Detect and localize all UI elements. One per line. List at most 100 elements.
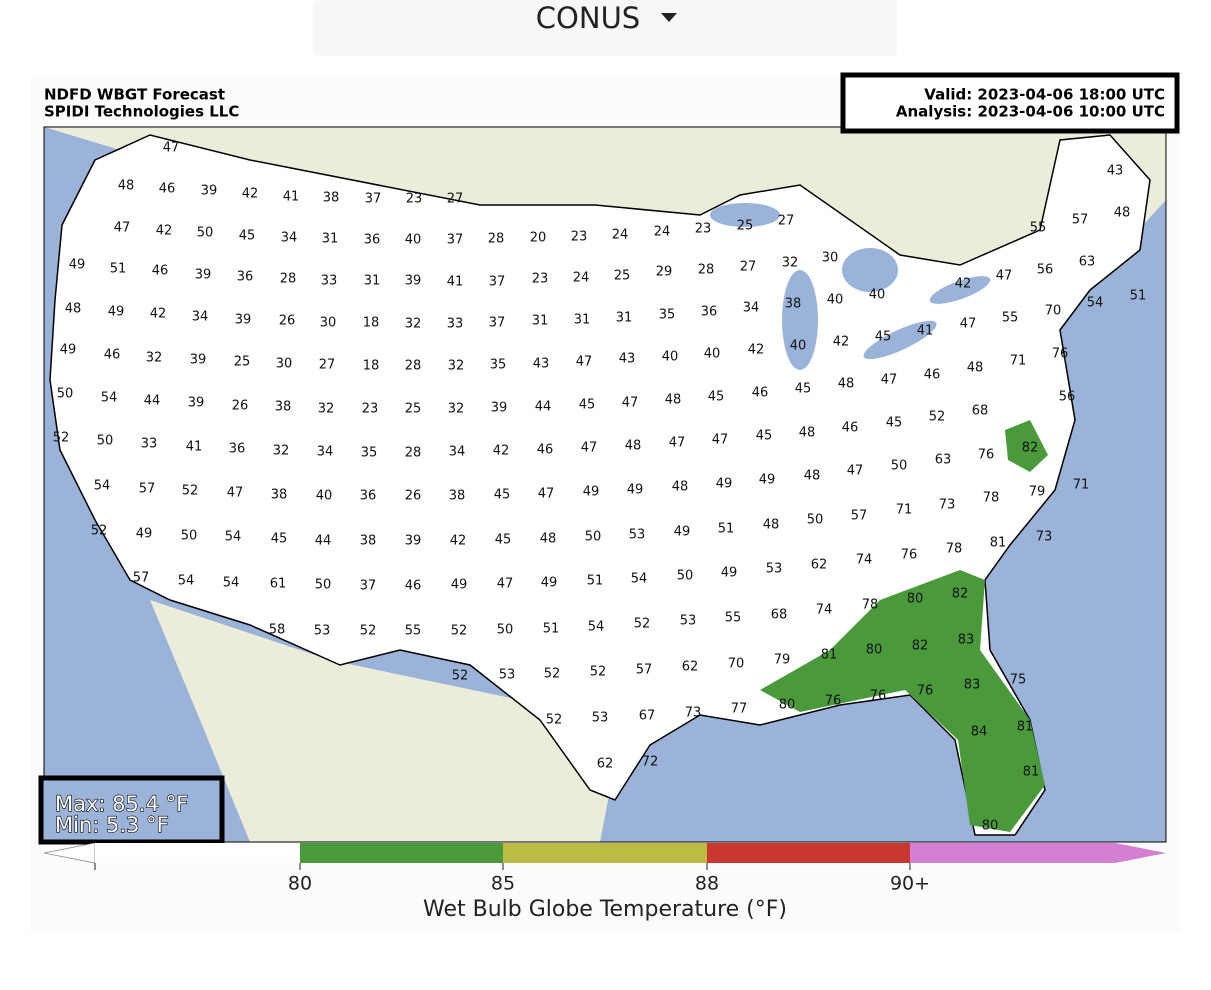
colorbar-label: Wet Bulb Globe Temperature (°F) bbox=[423, 897, 787, 922]
value-label: 25 bbox=[234, 355, 251, 370]
value-label: 49 bbox=[716, 477, 733, 492]
value-label: 76 bbox=[870, 689, 887, 704]
value-label: 35 bbox=[490, 358, 507, 373]
dropdown-label[interactable]: CONUS bbox=[536, 1, 640, 35]
value-label: 52 bbox=[544, 667, 561, 682]
value-label: 51 bbox=[1130, 289, 1147, 304]
value-label: 46 bbox=[924, 368, 941, 383]
value-label: 47 bbox=[227, 486, 244, 501]
value-label: 45 bbox=[239, 229, 256, 244]
value-label: 27 bbox=[740, 260, 757, 275]
value-label: 44 bbox=[535, 400, 552, 415]
value-label: 76 bbox=[901, 548, 918, 563]
value-label: 30 bbox=[276, 357, 293, 372]
value-label: 38 bbox=[275, 400, 292, 415]
value-label: 50 bbox=[585, 530, 602, 545]
value-label: 50 bbox=[97, 434, 114, 449]
value-label: 32 bbox=[273, 444, 290, 459]
value-label: 28 bbox=[405, 359, 422, 374]
value-label: 54 bbox=[178, 574, 195, 589]
value-label: 45 bbox=[886, 416, 903, 431]
value-label: 35 bbox=[659, 308, 676, 323]
value-label: 57 bbox=[133, 571, 150, 586]
value-label: 23 bbox=[532, 272, 549, 287]
colorbar-segment bbox=[503, 843, 707, 863]
value-label: 40 bbox=[827, 293, 844, 308]
value-label: 81 bbox=[1017, 720, 1034, 735]
dropdown[interactable] bbox=[313, 0, 897, 56]
value-label: 49 bbox=[721, 566, 738, 581]
value-label: 23 bbox=[362, 402, 379, 417]
value-label: 55 bbox=[405, 624, 422, 639]
value-label: 54 bbox=[101, 391, 118, 406]
value-label: 23 bbox=[695, 222, 712, 237]
value-label: 82 bbox=[1022, 441, 1039, 456]
value-label: 48 bbox=[118, 179, 135, 194]
value-label: 68 bbox=[972, 404, 989, 419]
value-label: 49 bbox=[69, 258, 86, 273]
value-label: 74 bbox=[816, 603, 833, 618]
value-label: 75 bbox=[1010, 673, 1027, 688]
value-label: 45 bbox=[495, 533, 512, 548]
value-label: 78 bbox=[862, 598, 879, 613]
value-label: 28 bbox=[280, 272, 297, 287]
value-label: 25 bbox=[737, 219, 754, 234]
colorbar-tick-label: 90+ bbox=[890, 873, 930, 895]
value-label: 40 bbox=[704, 347, 721, 362]
value-label: 31 bbox=[364, 274, 381, 289]
value-label: 42 bbox=[156, 224, 173, 239]
dropdown-caret[interactable] bbox=[661, 13, 677, 22]
value-label: 47 bbox=[712, 433, 729, 448]
value-label: 51 bbox=[718, 522, 735, 537]
value-label: 46 bbox=[842, 421, 859, 436]
value-label: 48 bbox=[838, 377, 855, 392]
value-label: 41 bbox=[283, 190, 300, 205]
value-label: 51 bbox=[587, 574, 604, 589]
value-label: 48 bbox=[1114, 206, 1131, 221]
value-label: 49 bbox=[60, 343, 77, 358]
value-label: 28 bbox=[405, 446, 422, 461]
value-label: 51 bbox=[110, 262, 127, 277]
value-label: 53 bbox=[592, 711, 609, 726]
value-label: 78 bbox=[946, 542, 963, 557]
value-label: 45 bbox=[756, 429, 773, 444]
value-label: 41 bbox=[447, 275, 464, 290]
value-label: 27 bbox=[447, 192, 464, 207]
value-label: 26 bbox=[405, 489, 422, 504]
value-label: 48 bbox=[672, 480, 689, 495]
value-label: 73 bbox=[685, 706, 702, 721]
value-label: 80 bbox=[907, 592, 924, 607]
value-label: 49 bbox=[759, 473, 776, 488]
wbgt-80-85-area bbox=[760, 570, 1045, 832]
value-label: 83 bbox=[958, 633, 975, 648]
value-label: 52 bbox=[182, 484, 199, 499]
wbgt-80-85-area bbox=[1005, 420, 1048, 472]
value-label: 52 bbox=[634, 617, 651, 632]
value-label: 76 bbox=[1052, 347, 1069, 362]
value-label: 79 bbox=[1029, 485, 1046, 500]
value-label: 43 bbox=[1107, 164, 1124, 179]
mexico bbox=[150, 600, 610, 842]
value-label: 62 bbox=[597, 757, 614, 772]
value-label: 42 bbox=[748, 343, 765, 358]
value-label: 54 bbox=[94, 479, 111, 494]
value-label: 81 bbox=[990, 536, 1007, 551]
value-label: 50 bbox=[497, 623, 514, 638]
value-label: 38 bbox=[360, 534, 377, 549]
value-label: 34 bbox=[449, 445, 466, 460]
value-label: 18 bbox=[363, 316, 380, 331]
value-label: 35 bbox=[361, 446, 378, 461]
value-label: 39 bbox=[405, 534, 422, 549]
value-label: 45 bbox=[708, 390, 725, 405]
value-label: 52 bbox=[451, 624, 468, 639]
value-label: 50 bbox=[807, 513, 824, 528]
value-label: 30 bbox=[320, 316, 337, 331]
value-label: 28 bbox=[698, 263, 715, 278]
value-label: 52 bbox=[590, 665, 607, 680]
value-label: 28 bbox=[488, 232, 505, 247]
value-label: 36 bbox=[364, 233, 381, 248]
value-label: 82 bbox=[912, 639, 929, 654]
value-label: 61 bbox=[270, 577, 287, 592]
value-label: 48 bbox=[799, 426, 816, 441]
value-label: 80 bbox=[866, 643, 883, 658]
